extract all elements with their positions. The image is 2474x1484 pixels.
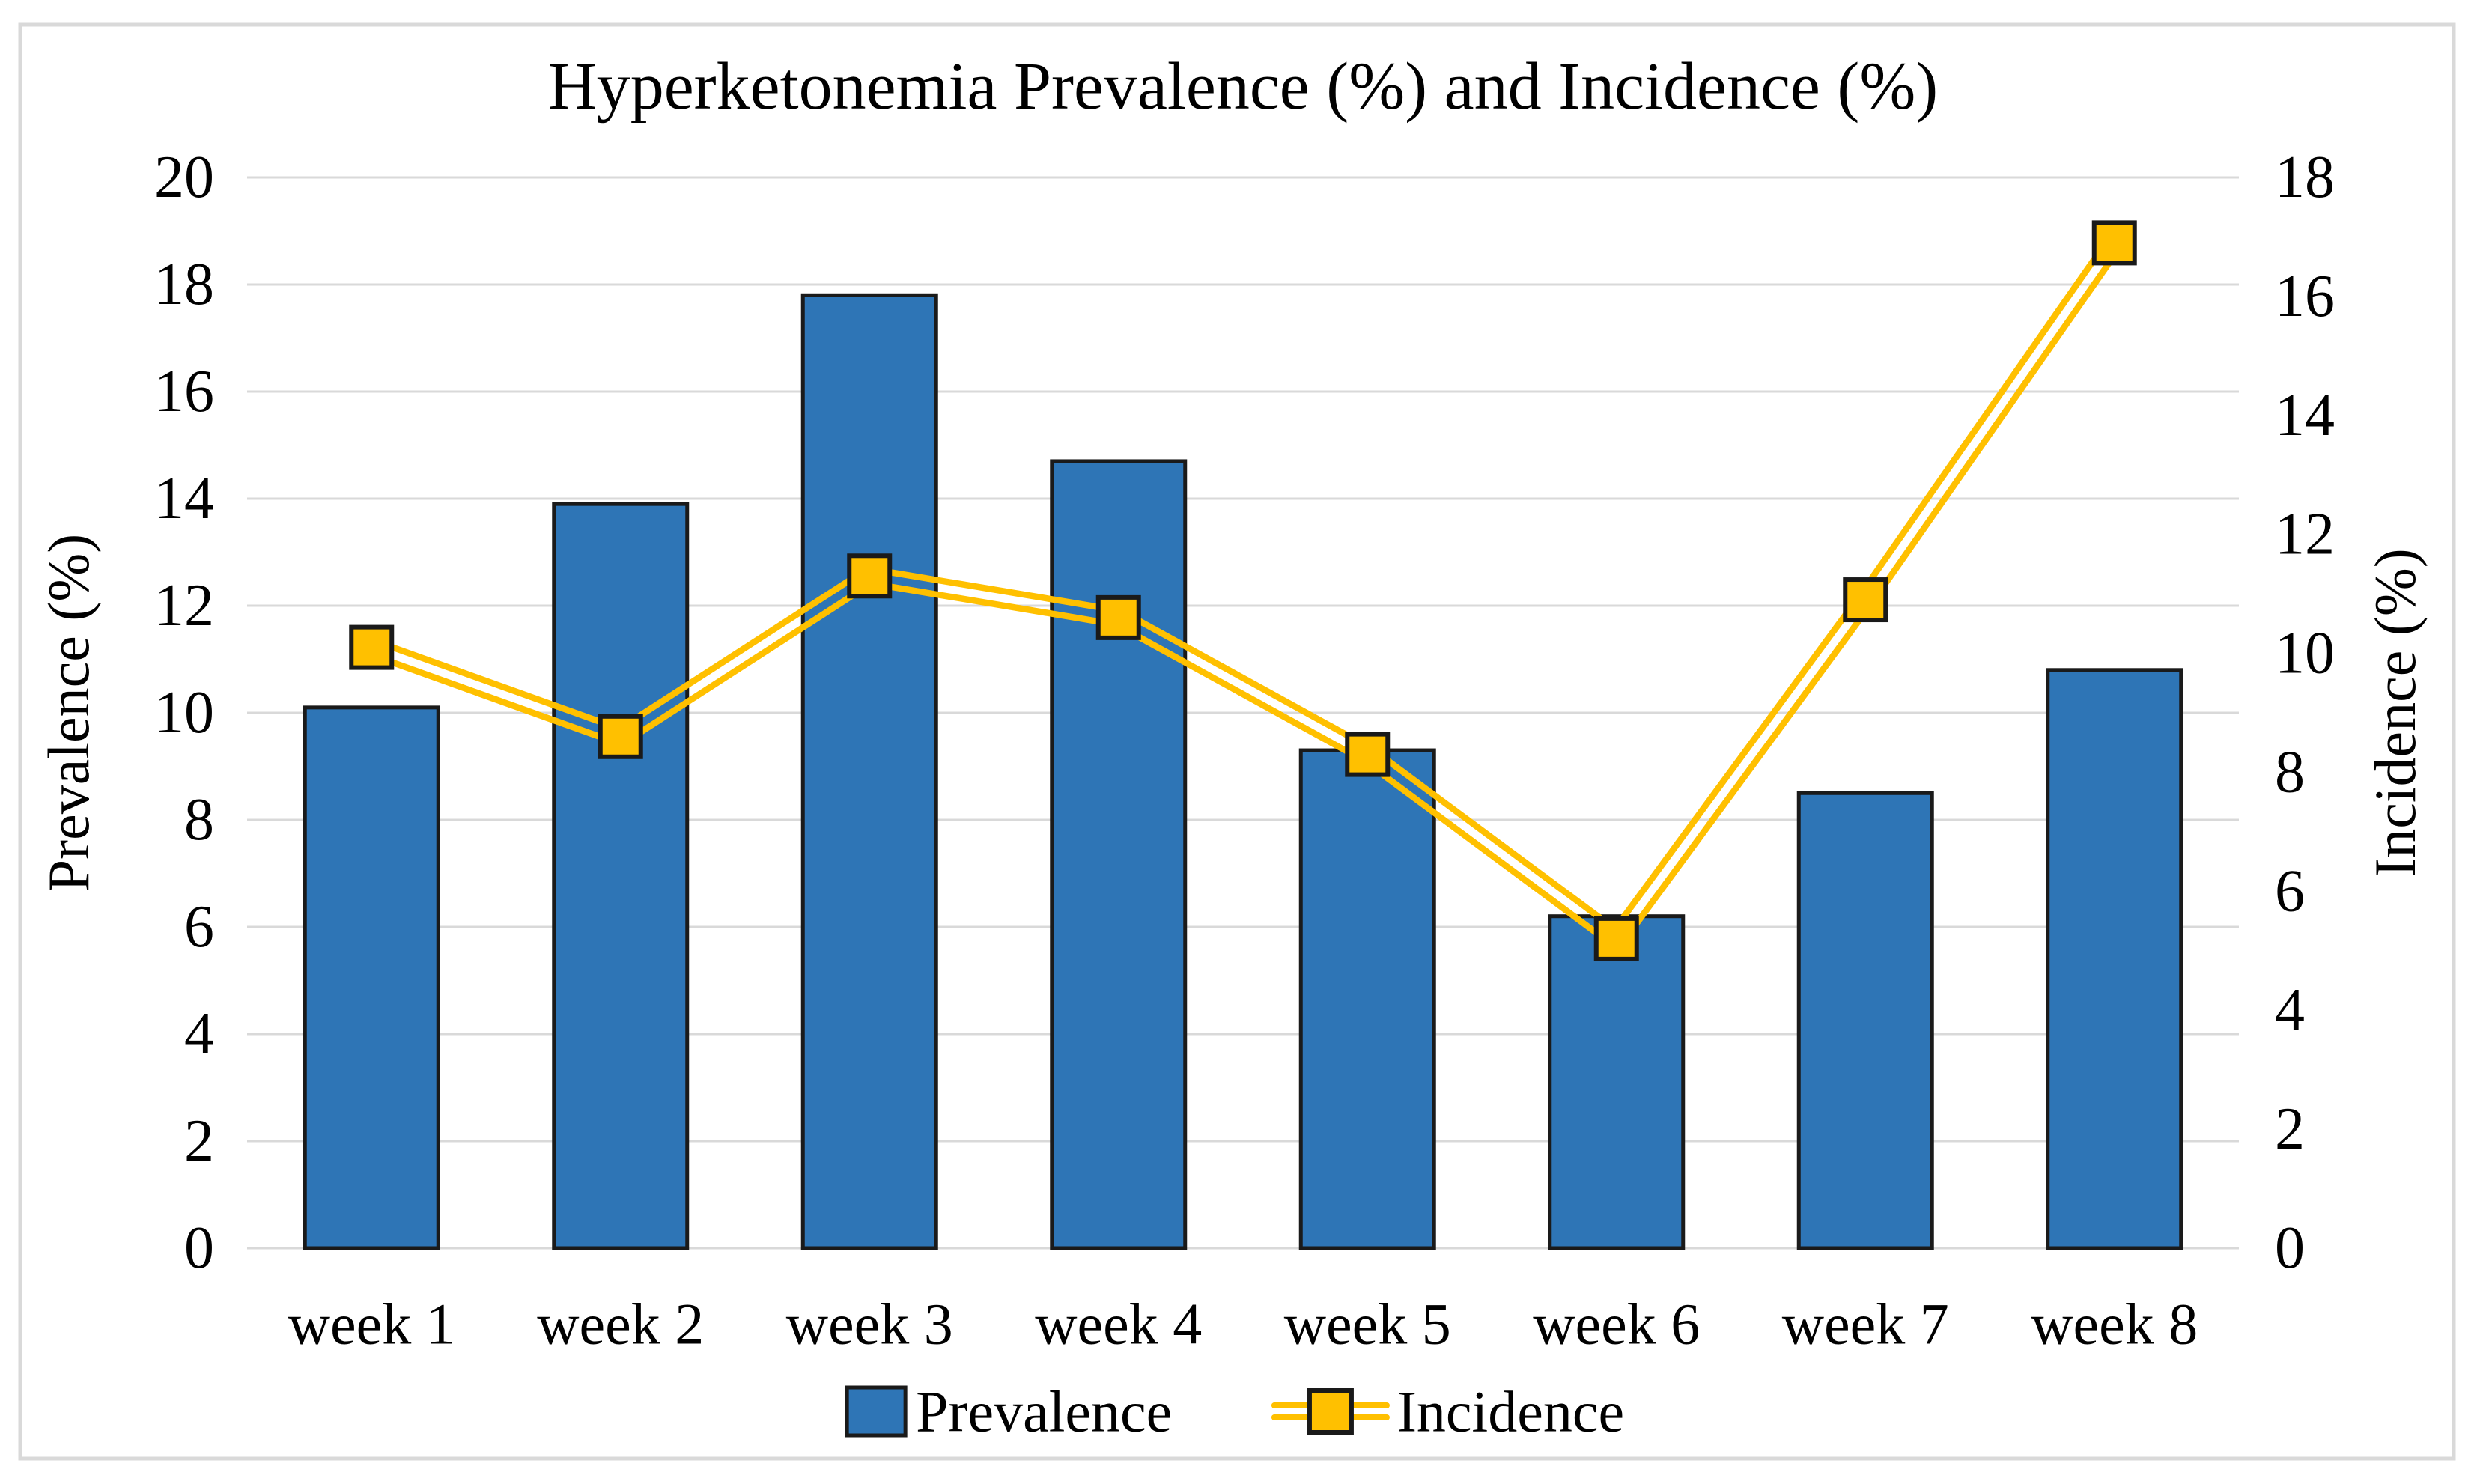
y-axis-right-tick-label: 12 [2275, 502, 2335, 568]
line-series-layer [349, 220, 2137, 961]
y-axis-left-tick-label: 20 [154, 145, 214, 210]
y-axis-left-tick-label: 0 [184, 1215, 214, 1281]
y-axis-right-title: Incidence (%) [2362, 548, 2428, 878]
x-axis-label-week-3: week 3 [786, 1292, 953, 1357]
bar-week-6 [1548, 914, 1686, 1250]
incidence-line-segment [867, 565, 1123, 614]
incidence-line-segment [371, 637, 627, 734]
y-axis-left-tick-label: 14 [154, 466, 214, 532]
y-axis-right-tick-label: 4 [2275, 977, 2305, 1043]
incidence-line-segment [1119, 608, 1375, 752]
y-axis-left-tick-label: 4 [184, 1001, 214, 1067]
incidence-marker-week-4 [1095, 594, 1141, 640]
incidence-line-segment [1856, 235, 2112, 599]
chart-title: Hyperketonemia Prevalence (%) and Incide… [548, 49, 1939, 124]
incidence-line-segment [1607, 592, 1863, 938]
bar-week-5 [1298, 748, 1436, 1250]
y-axis-right-tick-label: 2 [2275, 1096, 2305, 1162]
y-axis-right-tick-label: 6 [2275, 858, 2305, 924]
y-axis-right-tick-label: 0 [2275, 1215, 2305, 1281]
y-axis-left-tick-label: 10 [154, 680, 214, 746]
chart-frame-border [18, 22, 2456, 1461]
bar-week-1 [303, 705, 440, 1250]
legend-marker-incidence [1307, 1388, 1354, 1435]
y-axis-right-tick-labels: 0 2 4 6 8 10 12 14 16 18 [2275, 145, 2335, 1281]
incidence-marker-week-6 [1593, 916, 1639, 961]
y-axis-left-tick-label: 2 [184, 1108, 214, 1174]
y-axis-right-tick-label: 14 [2275, 383, 2335, 448]
bar-week-7 [1796, 791, 1934, 1250]
incidence-marker-week-7 [1843, 577, 1888, 623]
x-axis-category-labels: week 1 week 2 week 3 week 4 week 5 week 6 week… [288, 1292, 2198, 1357]
y-axis-right-tick-label: 18 [2275, 145, 2335, 210]
incidence-line-segment [613, 567, 869, 735]
x-axis-label-week-5: week 5 [1284, 1292, 1451, 1357]
incidence-marker-week-3 [847, 553, 893, 599]
incidence-line-segment [365, 651, 621, 746]
bar-series-layer [303, 293, 2183, 1250]
y-axis-left-tick-label: 8 [184, 787, 214, 853]
incidence-marker-week-1 [349, 624, 395, 670]
x-axis-label-week-6: week 6 [1533, 1292, 1700, 1357]
incidence-line-segment [621, 579, 877, 746]
legend-label-incidence: Incidence [1397, 1379, 1624, 1444]
incidence-line-segment [865, 580, 1121, 628]
y-axis-left-tick-label: 16 [154, 359, 214, 425]
incidence-marker-week-5 [1345, 732, 1391, 777]
incidence-line-segment [1368, 745, 1624, 937]
y-axis-left-tick-label: 12 [154, 573, 214, 639]
incidence-marker-week-2 [598, 714, 643, 759]
y-axis-right-tick-label: 8 [2275, 739, 2305, 805]
y-axis-left-title: Prevalence (%) [36, 534, 101, 892]
incidence-line-segment [1619, 600, 1875, 946]
y-axis-left-tick-label: 18 [154, 252, 214, 317]
incidence-line-segment [1867, 243, 2124, 607]
x-axis-label-week-2: week 2 [537, 1292, 704, 1357]
x-axis-label-week-8: week 8 [2031, 1292, 2198, 1357]
bar-week-4 [1050, 459, 1188, 1250]
bar-week-8 [2046, 668, 2183, 1250]
incidence-line-segment [1360, 756, 1616, 948]
bar-week-2 [552, 502, 690, 1250]
bar-week-3 [800, 293, 938, 1250]
y-axis-left-tick-label: 6 [184, 894, 214, 960]
y-axis-left-tick-labels: 0 2 4 6 8 10 12 14 16 18 20 [154, 145, 214, 1281]
x-axis-label-week-1: week 1 [288, 1292, 455, 1357]
incidence-marker-week-8 [2091, 220, 2137, 266]
legend-label-prevalence: Prevalence [916, 1379, 1172, 1444]
x-axis-label-week-7: week 7 [1782, 1292, 1949, 1357]
legend: Prevalence Incidence [845, 1379, 1624, 1444]
y-axis-right-tick-label: 16 [2275, 264, 2335, 329]
gridlines-layer [247, 176, 2239, 1250]
x-axis-label-week-4: week 4 [1035, 1292, 1202, 1357]
legend-swatch-prevalence [845, 1385, 908, 1438]
incidence-line-segment [1111, 620, 1367, 764]
y-axis-right-tick-label: 10 [2275, 621, 2335, 687]
